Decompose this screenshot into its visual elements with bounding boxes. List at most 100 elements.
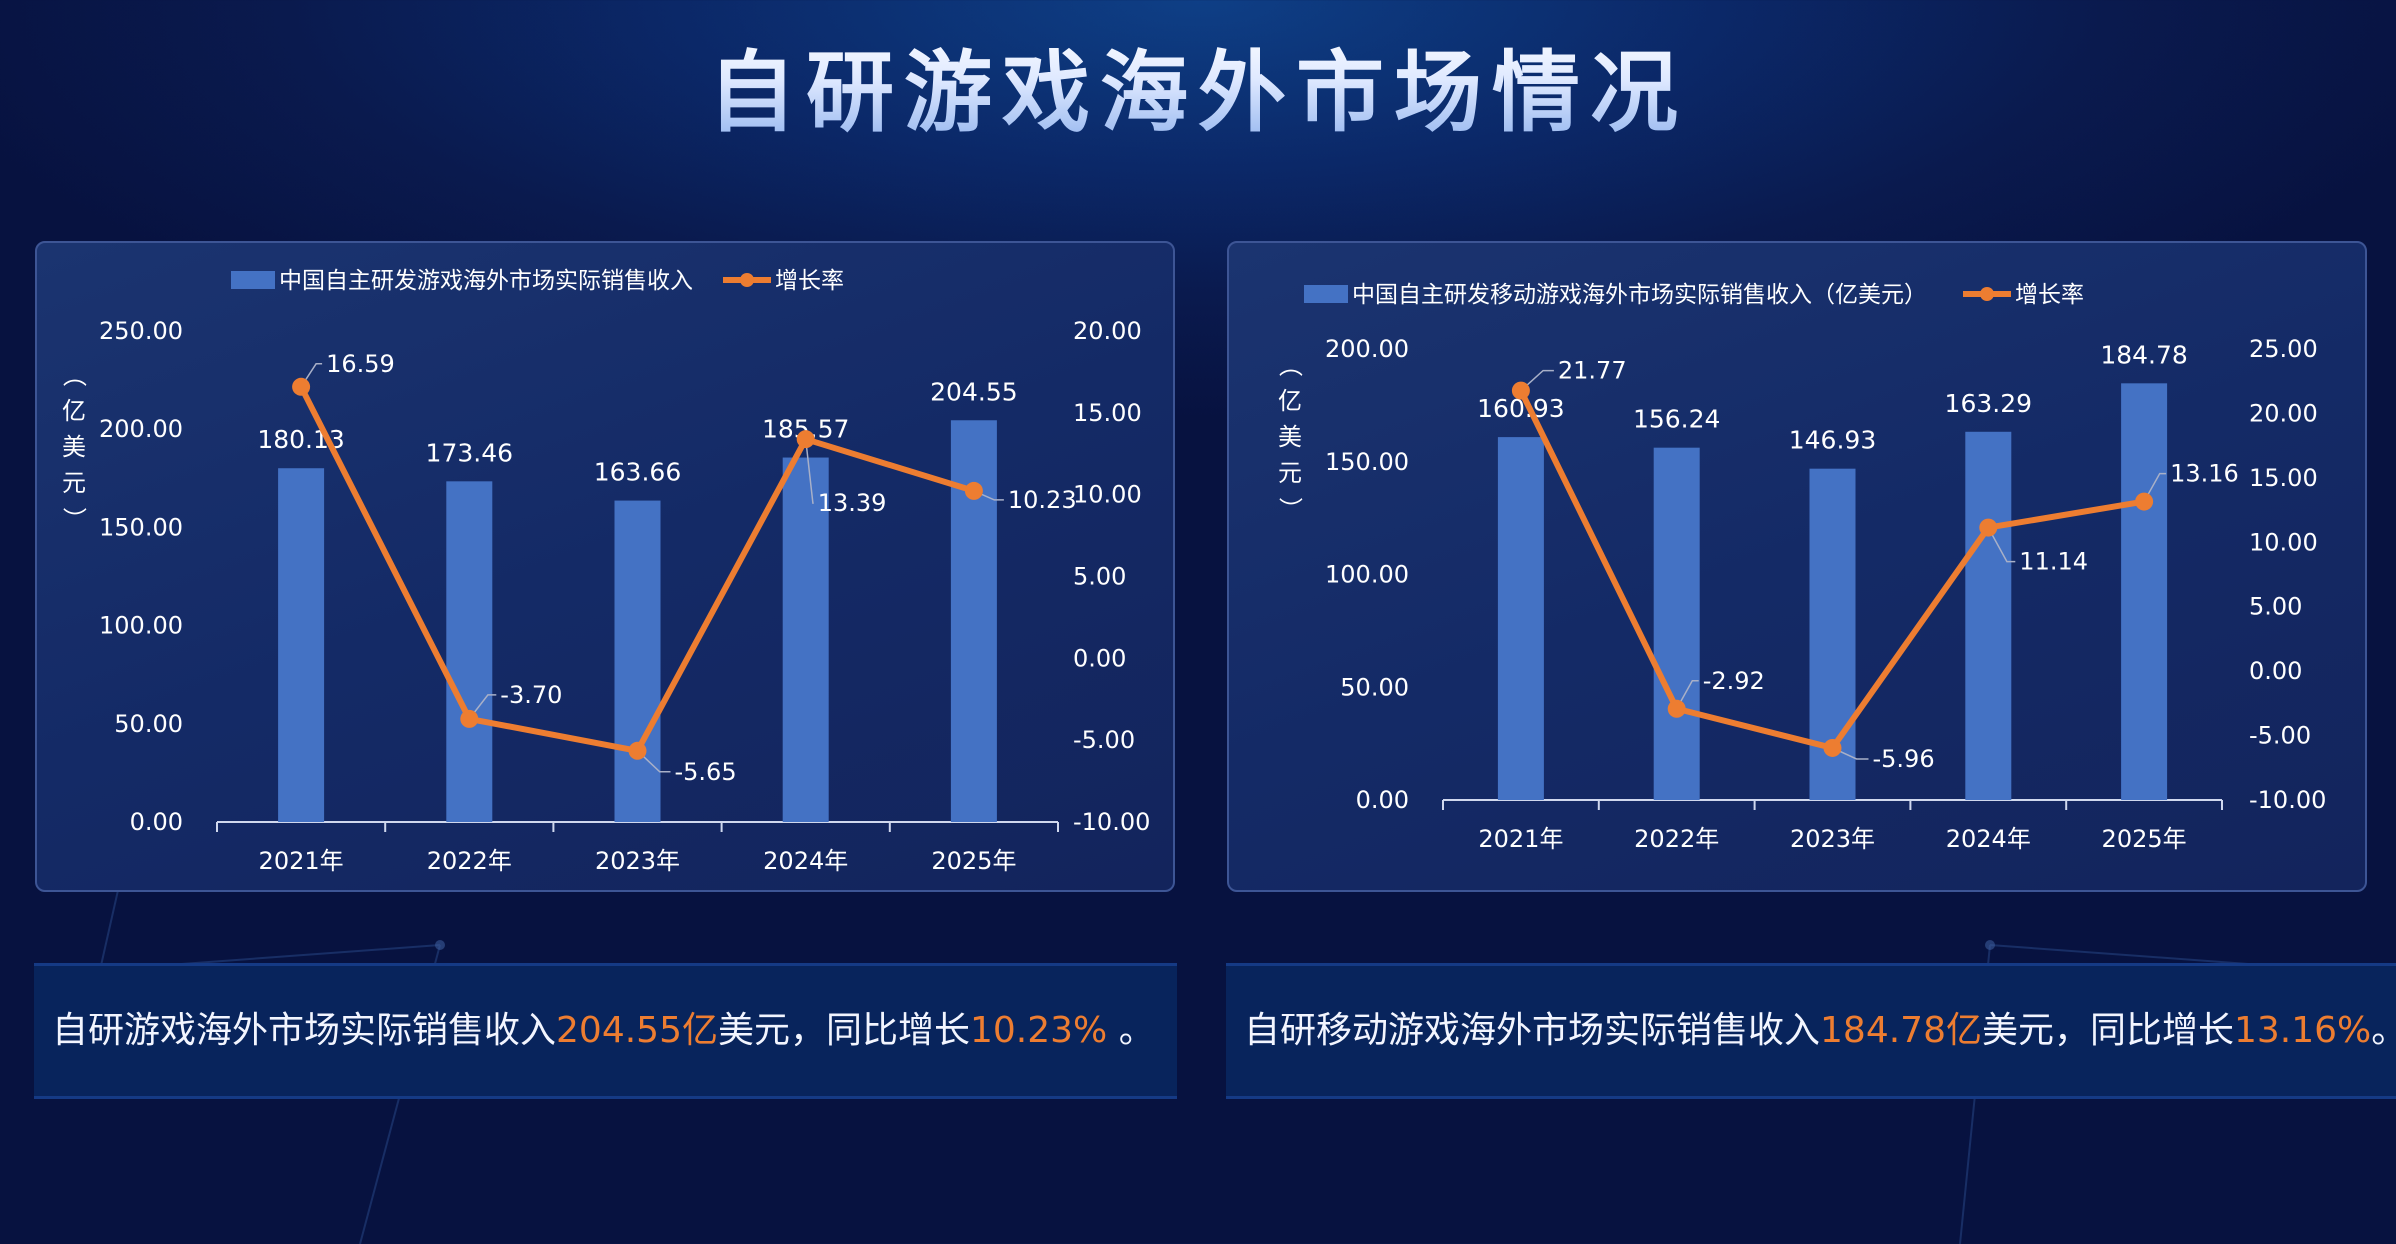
bar [782, 457, 829, 822]
rate-value-label: -2.92 [1703, 667, 1765, 695]
note-value: 204.55亿 [556, 1010, 718, 1051]
y-axis-title-char: （ [1276, 353, 1304, 377]
y-tick-label: 150.00 [1325, 448, 1409, 476]
y2-tick-label: 15.00 [2249, 464, 2318, 492]
y2-tick-label: 15.00 [1073, 399, 1142, 427]
y-tick-label: 250.00 [99, 317, 183, 345]
legend-line-label: 增长率 [2015, 282, 2084, 308]
growth-rate-point [460, 709, 479, 728]
bar-value-label: 163.29 [1945, 389, 2032, 418]
y-axis-title-char: （ [60, 363, 88, 387]
x-tick-label: 2025年 [931, 847, 1016, 875]
y-tick-label: 200.00 [99, 415, 183, 443]
growth-rate-point [1667, 699, 1686, 718]
legend-bar-swatch [231, 271, 275, 289]
y-axis-title-char: 元 [1278, 459, 1302, 487]
growth-rate-point [1979, 518, 1998, 537]
rate-value-label: 10.23 [1008, 486, 1077, 514]
y-tick-label: 50.00 [114, 710, 183, 738]
chart-panel-overseas-revenue: 中国自主研发游戏海外市场实际销售收入 增长率 （ 亿美元 ） 0.00 50.00 100.0… [35, 241, 1175, 892]
bar [446, 481, 493, 822]
rate-label-leader [300, 363, 323, 388]
bar [614, 500, 661, 822]
y2-tick-label: 5.00 [1073, 563, 1126, 591]
bar-value-label: 146.93 [1789, 426, 1876, 455]
bar [2121, 383, 2168, 800]
x-tick-label: 2023年 [1790, 825, 1875, 853]
rate-label-leader [636, 750, 671, 773]
growth-rate-point [1511, 381, 1530, 400]
note-text: 。 [1107, 1010, 1155, 1051]
rate-label-leader [468, 694, 497, 720]
bar [1497, 437, 1544, 800]
y-tick-label: 0.00 [130, 808, 183, 836]
growth-rate-point [628, 741, 647, 760]
x-tick-label: 2024年 [763, 847, 848, 875]
y2-tick-label: 5.00 [2249, 593, 2302, 621]
y2-tick-label: 10.00 [2249, 528, 2318, 556]
rate-label-leader [804, 439, 814, 504]
bar-value-label: 204.55 [930, 377, 1017, 406]
legend-bar-label: 中国自主研发游戏海外市场实际销售收入 [279, 268, 693, 294]
y-tick-label: 100.00 [99, 612, 183, 640]
rate-value-label: 16.59 [326, 350, 395, 378]
summary-note-overseas: 自研游戏海外市场实际销售收入204.55亿美元，同比增长10.23% 。 [34, 963, 1177, 1099]
legend-line-marker [1980, 287, 1994, 301]
y2-tick-label: 10.00 [1073, 481, 1142, 509]
bar-value-label: 163.66 [594, 458, 681, 487]
bar-value-label: 184.78 [2100, 340, 2187, 369]
summary-note-mobile: 自研移动游戏海外市场实际销售收入184.78亿美元，同比增长13.16%。 [1226, 963, 2396, 1099]
note-text: 。 [2371, 1010, 2396, 1051]
rate-label-leader [2143, 472, 2167, 502]
x-tick-label: 2021年 [1478, 825, 1563, 853]
y-tick-label: 50.00 [1340, 673, 1409, 701]
y2-tick-label: 20.00 [2249, 399, 2318, 427]
rate-value-label: -5.65 [675, 758, 737, 786]
growth-rate-point [292, 377, 311, 396]
y-tick-label: 200.00 [1325, 335, 1409, 363]
note-text: 美元，同比增长 [1981, 1010, 2234, 1051]
rate-label-leader [1987, 527, 2016, 563]
growth-rate-point [964, 481, 983, 500]
x-tick-label: 2022年 [1634, 825, 1719, 853]
y-tick-label: 150.00 [99, 513, 183, 541]
legend-bar-swatch [1304, 285, 1348, 303]
note-text: 自研游戏海外市场实际销售收入 [52, 1010, 557, 1051]
note-text: 自研移动游戏海外市场实际销售收入 [1244, 1010, 1821, 1051]
x-tick-label: 2022年 [427, 847, 512, 875]
y-axis-title-char: 美 [1278, 423, 1302, 451]
rate-value-label: 13.39 [818, 489, 887, 517]
y2-tick-label: -10.00 [1073, 808, 1150, 836]
rate-label-leader [1676, 680, 1699, 710]
x-tick-label: 2025年 [2102, 825, 2187, 853]
y-axis-title-char: 亿 [1278, 387, 1302, 415]
bar-value-label: 173.46 [426, 438, 513, 467]
legend-line-label: 增长率 [775, 268, 844, 294]
y2-tick-label: 20.00 [1073, 317, 1142, 345]
bar [1965, 431, 2012, 800]
y-axis-title-char: 元 [62, 469, 86, 497]
y-axis-title-char: 美 [62, 433, 86, 461]
legend-line-marker [740, 273, 754, 287]
note-text: 美元，同比增长 [717, 1010, 970, 1051]
note-rate: 13.16% [2234, 1010, 2372, 1051]
rate-value-label: -3.70 [500, 681, 562, 709]
growth-rate-point [1823, 738, 1842, 757]
y2-tick-label: 0.00 [1073, 644, 1126, 672]
bar [1653, 447, 1700, 800]
rate-label-leader [1520, 369, 1554, 392]
bar [950, 420, 997, 822]
y2-tick-label: -5.00 [1073, 726, 1135, 754]
x-tick-label: 2021年 [259, 847, 344, 875]
y2-tick-label: 25.00 [2249, 335, 2318, 363]
y-axis-title-char: 亿 [62, 397, 86, 425]
rate-value-label: 21.77 [1558, 357, 1627, 385]
y-tick-label: 0.00 [1356, 786, 1409, 814]
y-axis-title-char: ） [60, 507, 88, 531]
rate-value-label: 13.16 [2170, 460, 2239, 488]
y-axis-title-char: ） [1276, 497, 1304, 521]
y2-tick-label: 0.00 [2249, 657, 2302, 685]
legend-bar-label: 中国自主研发移动游戏海外市场实际销售收入（亿美元） [1352, 282, 1927, 308]
bar [278, 468, 325, 822]
y2-tick-label: -5.00 [2249, 722, 2311, 750]
